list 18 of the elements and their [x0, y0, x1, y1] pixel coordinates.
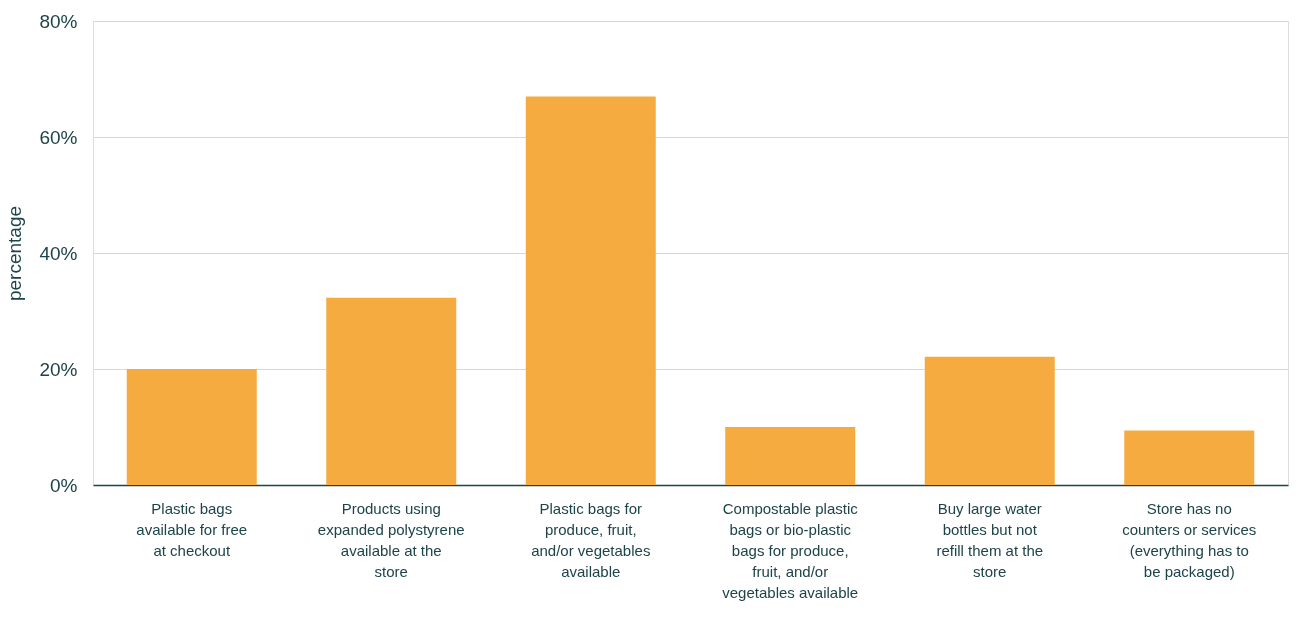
x-tick-label: Plastic bags available for free at checkout	[136, 499, 248, 559]
y-tick-label: 80%	[39, 10, 78, 32]
y-tick-label: 20%	[39, 358, 78, 380]
y-axis-title: percentage	[4, 205, 26, 302]
bar	[1124, 430, 1255, 485]
bar	[326, 297, 457, 485]
x-tick-label: Products using expanded polystyrene available at the store	[317, 499, 465, 580]
y-tick-label: 40%	[39, 242, 78, 264]
bar	[725, 427, 856, 485]
bar	[924, 356, 1055, 485]
bar	[525, 96, 656, 485]
x-tick-label: Compostable plastic bags or bio-plastic bags for produce, fruit, and/or vegetables available	[722, 499, 859, 601]
bar	[126, 369, 257, 485]
x-tick-label: Plastic bags for produce, fruit, and/or vegetables available	[531, 499, 651, 580]
y-tick-label: 60%	[39, 126, 78, 148]
y-tick-label: 0%	[50, 474, 78, 496]
x-tick-label: Buy large water bottles but not refill them at the store	[936, 499, 1044, 580]
x-tick-label: Store has no counters or services (everything has to be packaged)	[1122, 499, 1257, 580]
